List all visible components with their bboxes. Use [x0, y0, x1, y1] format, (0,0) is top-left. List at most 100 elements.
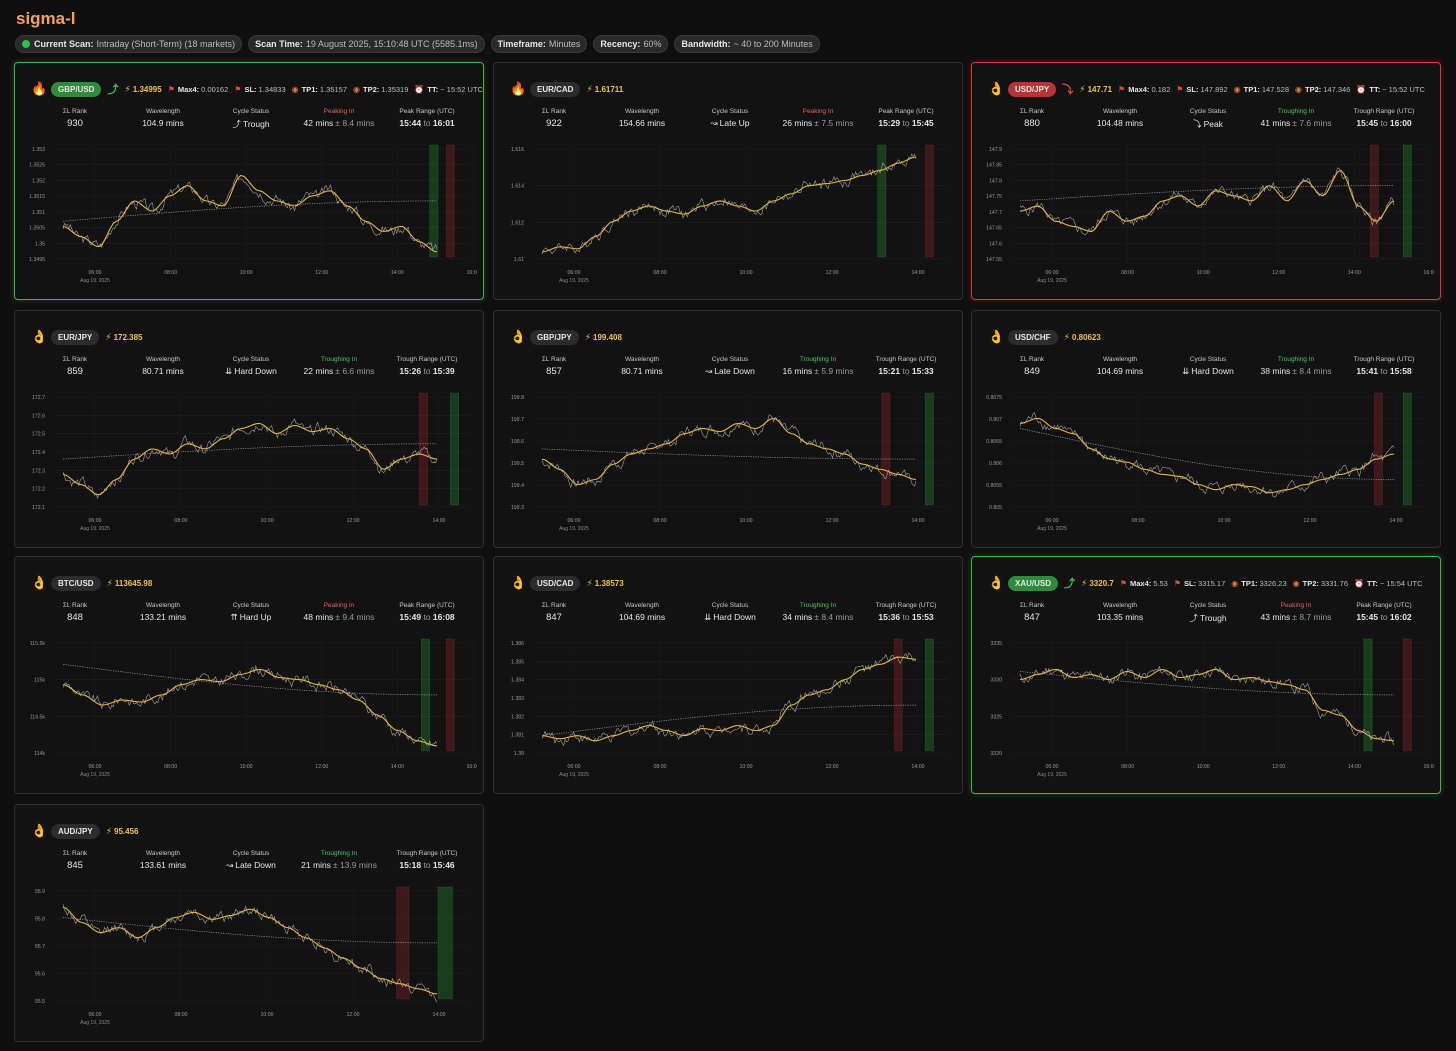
symbol-badge[interactable]: GBP/USD — [51, 81, 102, 97]
market-card[interactable]: 👌 BTC/USD ⚡ 113645.98 ΣL Rank 848 Wavelength 13… — [14, 556, 484, 794]
stats-row: ΣL Rank 849 Wavelength 104.69 mins Cycle Sta… — [988, 356, 1428, 377]
symbol-badge[interactable]: BTC/USD — [51, 575, 101, 591]
trend-dotted-line — [1019, 428, 1394, 480]
cycle-wave-line — [1019, 417, 1395, 494]
stat-value: 15:44 to 16:01 — [399, 118, 455, 128]
cycle-wave-line — [1019, 169, 1395, 233]
recency-pill[interactable]: Recency: 60% — [593, 35, 669, 53]
flag-icon: ⚑ — [1118, 84, 1126, 94]
market-card[interactable]: 👌 USD/JPY ⤵ ⚡ 147.71 ⚑ Max4: 0.182 ⚑ SL: 147.892 ◉ T… — [971, 62, 1441, 300]
cycle-status-stat: Cycle Status ⇊ Hard Down — [1164, 356, 1252, 377]
stat-label: Troughing In — [1277, 356, 1315, 363]
stat-value: 80.71 mins — [621, 366, 663, 376]
stat-value: 34 mins ± 8.4 mins — [782, 612, 854, 622]
symbol-badge[interactable]: EUR/JPY — [51, 329, 100, 345]
price-chart[interactable]: 1.616 1.614 1.612 1.61 06:00 08:00 10:00 12:00 1… — [500, 139, 956, 289]
current-scan-pill[interactable]: Current Scan: Intraday (Short-Term) (18 m… — [15, 35, 243, 53]
x-tick-label: 06:00 — [89, 1012, 102, 1018]
symbol-badge[interactable]: USD/CHF — [1008, 329, 1058, 345]
market-card[interactable]: 👌 USD/CHF ⚡ 0.80623 ΣL Rank 849 Wavelength 104.… — [971, 310, 1441, 548]
price-chart[interactable]: 199.8 199.7 199.6 199.5 199.4 199.3 06:00 08:00… — [500, 387, 956, 537]
stat-value: ⇊ Hard Down — [686, 612, 774, 623]
x-tick-label: 12:00 — [825, 270, 838, 276]
x-tick-label: 14:00 — [1389, 518, 1402, 524]
y-tick-label: 147.55 — [986, 257, 1002, 263]
red-timing-band — [1402, 638, 1412, 752]
trend-dotted-line — [541, 448, 916, 460]
market-card[interactable]: 👌 GBP/JPY ⚡ 199.408 ΣL Rank 857 Wavelength 80.7… — [493, 310, 963, 548]
date-label: Aug 19, 2025 — [559, 772, 589, 778]
market-card[interactable]: 👌 XAU/USD ⤴ ⚡ 3320.7 ⚑ Max4: 5.53 ⚑ SL: 3315.17 ◉ TP… — [971, 556, 1441, 794]
range-stat: Trough Range (UTC) 15:21 to 15:33 — [862, 356, 950, 377]
price-chart[interactable]: 0.8075 0.807 0.8065 0.806 0.8055 0.805 06:00 08… — [978, 387, 1434, 537]
y-tick-label: 199.8 — [511, 395, 524, 401]
market-card[interactable]: 👌 AUD/JPY ⚡ 95.456 ΣL Rank 845 Wavelength 133.6… — [14, 804, 484, 1042]
price-chart[interactable]: 115.5k 115k 114.5k 114k 06:00 08:00 10:00 12:00… — [21, 633, 477, 783]
stat-label: Trough Range (UTC) — [396, 850, 458, 857]
symbol-badge[interactable]: XAU/USD — [1008, 575, 1059, 591]
stat-label: Troughing In — [320, 356, 358, 363]
symbol-badge[interactable]: USD/CAD — [530, 575, 581, 591]
y-tick-label: 1.352 — [32, 178, 45, 184]
phase-timing-stat: Peaking In 48 mins ± 9.4 mins — [295, 602, 383, 623]
phase-timing-stat: Peaking In 43 mins ± 8.7 mins — [1252, 602, 1340, 624]
x-tick-label: 10:00 — [240, 270, 253, 276]
cycle-status-text: Late Down — [235, 860, 276, 870]
chart-svg: 147.9 147.85 147.8 147.75 147.7 147.65 147.6 14… — [986, 144, 1434, 284]
y-tick-label: 115k — [34, 678, 45, 684]
stat-value: 104.9 mins — [142, 118, 184, 128]
stat-label: ΣL Rank — [62, 108, 88, 115]
y-tick-label: 1.35 — [35, 241, 45, 247]
market-card[interactable]: 🔥 GBP/USD ⤴ ⚡ 1.34995 ⚑ Max4: 0.00162 ⚑ SL: 1.3483… — [14, 62, 484, 300]
timeframe-pill[interactable]: Timeframe: Minutes — [490, 35, 588, 53]
stat-value: 43 mins ± 8.7 mins — [1260, 612, 1332, 622]
y-tick-label: 0.807 — [989, 417, 1002, 423]
stop-loss-value: SL: 147.892 — [1186, 84, 1228, 94]
x-tick-label: 10:00 — [1217, 518, 1230, 524]
y-tick-label: 172.4 — [32, 450, 45, 456]
price-chart[interactable]: 95.9 95.8 95.7 95.6 95.5 06:00 08:00 10:00 12:00… — [21, 881, 477, 1031]
y-tick-label: 1.353 — [32, 147, 45, 153]
range-stat: Trough Range (UTC) 15:26 to 15:39 — [383, 356, 471, 377]
price-chart[interactable]: 172.7 172.6 172.5 172.4 172.3 172.2 172.1 06:00… — [21, 387, 477, 537]
x-tick-label: 10:00 — [1197, 764, 1210, 770]
market-card[interactable]: 👌 USD/CAD ⚡ 1.38573 ΣL Rank 847 Wavelength 104.… — [493, 556, 963, 794]
x-tick-label: 14:00 — [1348, 764, 1361, 770]
price-chart[interactable]: 3335 3330 3325 3320 06:00 08:00 10:00 12:00 14:0… — [978, 633, 1434, 783]
y-tick-label: 3325 — [990, 714, 1002, 720]
stat-value: 104.48 mins — [1096, 118, 1144, 128]
symbol-badge[interactable]: GBP/JPY — [530, 329, 579, 345]
y-tick-label: 147.65 — [986, 226, 1002, 232]
stop-loss-value: SL: 3315.17 — [1184, 578, 1226, 588]
cycle-wave-line — [62, 668, 438, 747]
stats-row: ΣL Rank 857 Wavelength 80.71 mins Cycle Stat… — [510, 356, 950, 377]
bandwidth-pill[interactable]: Bandwidth: ~ 40 to 200 Minutes — [674, 35, 820, 53]
cycle-status-icon: ⇊ — [225, 366, 233, 376]
stat-value: ⤵ Peak — [1164, 118, 1252, 130]
symbol-badge[interactable]: USD/JPY — [1008, 81, 1057, 97]
market-card[interactable]: 🔥 EUR/CAD ⚡ 1.61711 ΣL Rank 922 Wavelength 154.… — [493, 62, 963, 300]
price-chart[interactable]: 147.9 147.85 147.8 147.75 147.7 147.65 147.6 14… — [978, 139, 1434, 289]
stat-value: ⇊ Hard Down — [207, 366, 295, 377]
cycle-status-text: Trough — [1199, 613, 1227, 623]
stat-label: Troughing In — [799, 356, 837, 363]
symbol-badge[interactable]: EUR/CAD — [530, 81, 581, 97]
cycle-wave-line — [541, 156, 917, 253]
stat-value: 80.71 mins — [142, 366, 184, 376]
green-timing-band — [437, 886, 453, 1000]
market-card[interactable]: 👌 EUR/JPY ⚡ 172.385 ΣL Rank 859 Wavelength 80.7… — [14, 310, 484, 548]
y-tick-label: 172.2 — [32, 487, 45, 493]
price-chart[interactable]: 1.353 1.3525 1.352 1.3515 1.351 1.3505 1.35 1.3… — [21, 139, 477, 289]
date-label: Aug 19, 2025 — [1037, 526, 1067, 532]
symbol-badge[interactable]: AUD/JPY — [51, 823, 100, 839]
scan-time-pill[interactable]: Scan Time: 19 August 2025, 15:10:48 UTC (… — [248, 35, 485, 53]
tp2-value: TP2: 147.346 — [1305, 84, 1351, 94]
cycle-status-icon: ↝ — [705, 366, 713, 376]
target-time-value: TT: ~ 15:52 UTC — [427, 84, 483, 94]
green-timing-band — [450, 392, 459, 506]
price-chart[interactable]: 1.386 1.385 1.384 1.383 1.382 1.381 1.38 06:00 0… — [500, 633, 956, 783]
stat-label: Trough Range (UTC) — [396, 356, 458, 363]
current-price: 0.80623 — [1071, 332, 1101, 342]
stat-value: 15:41 to 15:58 — [1356, 366, 1412, 376]
y-tick-label: 1.385 — [511, 659, 524, 665]
